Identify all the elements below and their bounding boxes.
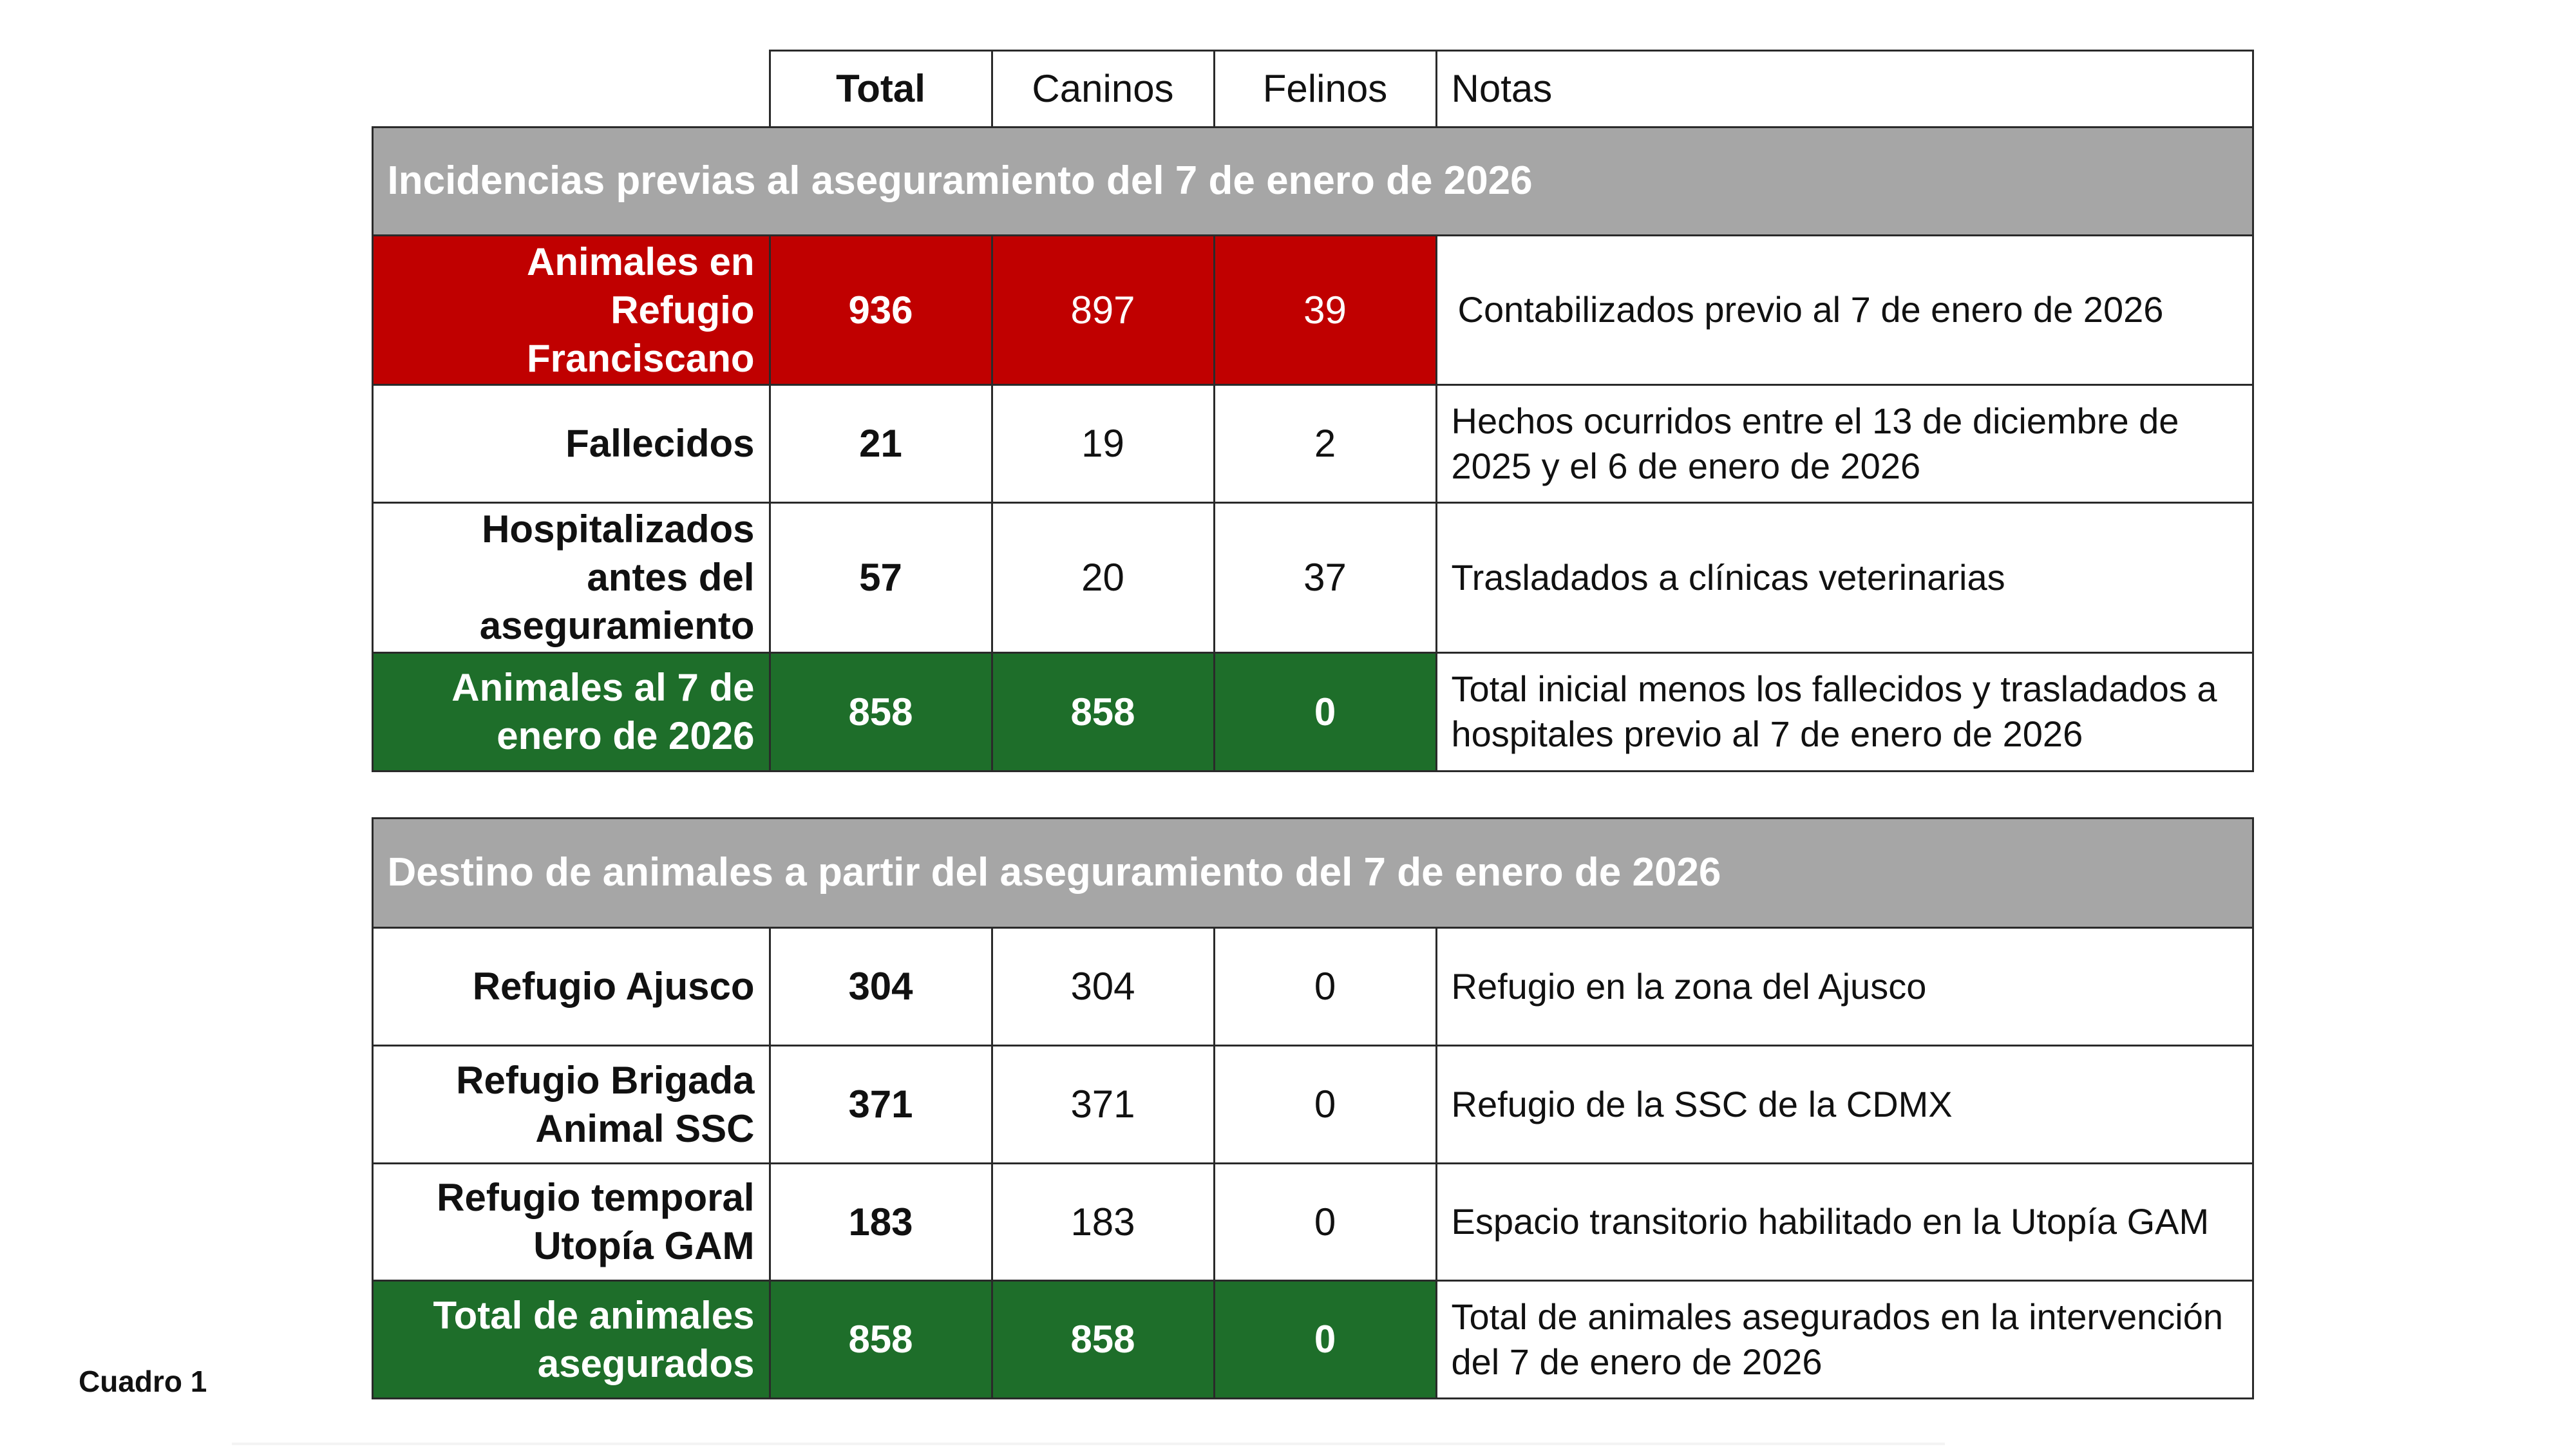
section2-row-1-caninos: 371 [990, 1044, 1215, 1164]
section2-row-2-note: Espacio transitorio habilitado en la Uto… [1435, 1162, 2254, 1282]
section2-title-text: Destino de animales a partir del asegura… [387, 850, 1721, 895]
section2-row-1-felinos: 0 [1213, 1044, 1437, 1164]
header-caninos-text: Caninos [1032, 67, 1174, 110]
section1-title-text: Incidencias previas al aseguramiento del… [387, 158, 1533, 204]
section2-row-2-caninos-text: 183 [1070, 1200, 1135, 1244]
section1-row-3-total-text: 858 [848, 690, 913, 734]
section2-row-0-caninos-text: 304 [1070, 965, 1135, 1008]
section2-row-1-total-text: 371 [848, 1083, 913, 1126]
section1-row-0-label-text: Animales en Refugio Franciscano [527, 240, 755, 380]
section1-row-2-note-text: Trasladados a clínicas veterinarias [1451, 556, 2005, 598]
section2-row-2-label: Refugio temporal Utopía GAM [371, 1162, 771, 1282]
header-notas-text: Notas [1451, 67, 1553, 110]
section2-row-0-felinos: 0 [1213, 926, 1437, 1046]
section1-row-1-felinos-text: 2 [1314, 422, 1336, 465]
section1-row-1-total: 21 [768, 383, 993, 504]
section1-row-3-note: Total inicial menos los fallecidos y tra… [1435, 651, 2254, 772]
section2-row-2-note-text: Espacio transitorio habilitado en la Uto… [1451, 1201, 2210, 1242]
section1-row-3-note-text: Total inicial menos los fallecidos y tra… [1451, 668, 2217, 754]
section1-row-0-felinos: 39 [1213, 234, 1437, 386]
section1-row-1-label-text: Fallecidos [565, 422, 755, 465]
header-total: Total [768, 49, 993, 128]
section1-row-2-total-text: 57 [859, 556, 902, 599]
section1-row-2-caninos: 20 [990, 501, 1215, 654]
section2-title: Destino de animales a partir del asegura… [371, 817, 2254, 929]
section1-row-0-label: Animales en Refugio Franciscano [371, 234, 771, 386]
section1-row-3-felinos: 0 [1213, 651, 1437, 772]
section2-row-0-note-text: Refugio en la zona del Ajusco [1451, 965, 1927, 1007]
section2-row-1-note: Refugio de la SSC de la CDMX [1435, 1044, 2254, 1164]
section1-row-0-felinos-text: 39 [1303, 288, 1347, 332]
section2-row-3-note: Total de animales asegurados en la inter… [1435, 1279, 2254, 1399]
section2-row-1-label-text: Refugio Brigada Animal SSC [456, 1058, 755, 1150]
section1-row-1-label: Fallecidos [371, 383, 771, 504]
header-total-text: Total [836, 67, 925, 110]
section1-row-0-caninos-text: 897 [1070, 288, 1135, 332]
header-felinos: Felinos [1213, 49, 1437, 128]
section2-row-0-felinos-text: 0 [1314, 965, 1336, 1008]
section2-row-2-felinos-text: 0 [1314, 1200, 1336, 1244]
header-notas: Notas [1435, 49, 2254, 128]
section2-row-1-note-text: Refugio de la SSC de la CDMX [1451, 1083, 1953, 1124]
section1-row-2-label-text: Hospitalizados antes del aseguramiento [479, 507, 755, 647]
section1-row-3-label: Animales al 7 de enero de 2026 [371, 651, 771, 772]
section1-row-0-note-text: Contabilizados previo al 7 de enero de 2… [1457, 289, 2164, 330]
section2-row-3-total: 858 [768, 1279, 993, 1399]
section1-row-3-felinos-text: 0 [1314, 690, 1336, 734]
section1-row-0-note: Contabilizados previo al 7 de enero de 2… [1435, 234, 2254, 386]
section2-row-2-total-text: 183 [848, 1200, 913, 1244]
section2-row-0-total-text: 304 [848, 965, 913, 1008]
section1-row-1-note-text: Hechos ocurridos entre el 13 de diciembr… [1451, 400, 2179, 486]
section2-row-2-label-text: Refugio temporal Utopía GAM [437, 1176, 755, 1267]
section1-row-3-total: 858 [768, 651, 993, 772]
bottom-rule [232, 1443, 1945, 1445]
section1-row-2-felinos: 37 [1213, 501, 1437, 654]
section1-row-2-caninos-text: 20 [1081, 556, 1124, 599]
section2-row-3-felinos: 0 [1213, 1279, 1437, 1399]
section2-row-3-label-text: Total de animales asegurados [433, 1293, 755, 1385]
section2-row-1-total: 371 [768, 1044, 993, 1164]
section2-row-3-total-text: 858 [848, 1318, 913, 1361]
section2-row-0-note: Refugio en la zona del Ajusco [1435, 926, 2254, 1046]
section2-row-2-caninos: 183 [990, 1162, 1215, 1282]
section2-row-3-felinos-text: 0 [1314, 1318, 1336, 1361]
section1-row-3-caninos: 858 [990, 651, 1215, 772]
section2-row-2-felinos: 0 [1213, 1162, 1437, 1282]
table-caption: Cuadro 1 [79, 1365, 207, 1398]
section2-row-3-label: Total de animales asegurados [371, 1279, 771, 1399]
section1-row-0-total: 936 [768, 234, 993, 386]
section2-row-1-caninos-text: 371 [1070, 1083, 1135, 1126]
section1-row-1-total-text: 21 [859, 422, 902, 465]
section2-row-0-label: Refugio Ajusco [371, 926, 771, 1046]
section1-row-0-total-text: 936 [848, 288, 913, 332]
section2-row-0-caninos: 304 [990, 926, 1215, 1046]
section1-row-3-caninos-text: 858 [1070, 690, 1135, 734]
section1-row-3-label-text: Animales al 7 de enero de 2026 [451, 666, 755, 757]
section2-row-3-note-text: Total de animales asegurados en la inter… [1451, 1296, 2224, 1382]
section1-row-2-label: Hospitalizados antes del aseguramiento [371, 501, 771, 654]
section2-row-3-caninos: 858 [990, 1279, 1215, 1399]
section1-row-1-note: Hechos ocurridos entre el 13 de diciembr… [1435, 383, 2254, 504]
section1-row-2-note: Trasladados a clínicas veterinarias [1435, 501, 2254, 654]
header-caninos: Caninos [990, 49, 1215, 128]
section2-row-1-label: Refugio Brigada Animal SSC [371, 1044, 771, 1164]
section2-row-3-caninos-text: 858 [1070, 1318, 1135, 1361]
section2-row-0-label-text: Refugio Ajusco [472, 965, 755, 1008]
section1-row-1-caninos: 19 [990, 383, 1215, 504]
header-felinos-text: Felinos [1262, 67, 1388, 110]
section1-row-1-caninos-text: 19 [1081, 422, 1124, 465]
section1-title: Incidencias previas al aseguramiento del… [371, 126, 2254, 236]
section1-row-0-caninos: 897 [990, 234, 1215, 386]
section2-row-2-total: 183 [768, 1162, 993, 1282]
section1-row-2-felinos-text: 37 [1303, 556, 1347, 599]
section2-row-1-felinos-text: 0 [1314, 1083, 1336, 1126]
section1-row-2-total: 57 [768, 501, 993, 654]
section2-row-0-total: 304 [768, 926, 993, 1046]
section1-row-1-felinos: 2 [1213, 383, 1437, 504]
